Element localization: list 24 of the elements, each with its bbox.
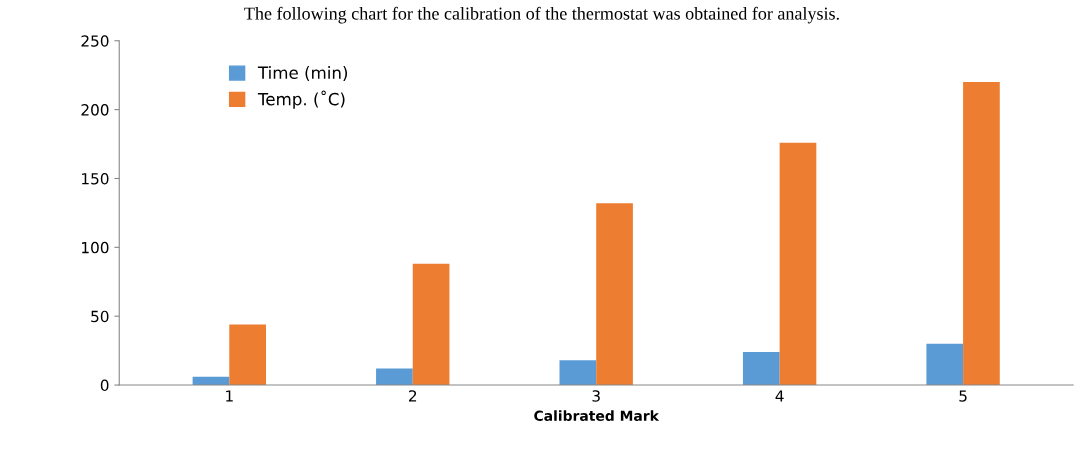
bar [229,324,266,386]
x-tick-label: 3 [592,390,600,402]
y-tick-label: 150 [82,172,109,185]
x-axis-title: Calibrated Mark [534,410,660,421]
y-tick-label: 200 [81,104,109,116]
bar [412,263,450,386]
bar [926,343,964,386]
x-tick-label: 4 [775,390,784,402]
x-tick-label: 2 [409,390,417,402]
chart-title: The following chart for the calibration of the thermostat was obtained for analysis. [244,6,839,24]
y-tick-label: 50 [91,310,109,323]
legend-label: Temp. (˚C) [257,90,345,109]
bar [559,360,597,386]
bar [963,82,1000,386]
y-tick-label: 0 [100,379,109,392]
y-tick-label: 250 [81,35,109,47]
bar [779,142,817,386]
y-tick-label: 100 [82,241,109,254]
x-tick-label: 5 [959,390,967,402]
bar [376,368,413,386]
bar [742,352,780,386]
legend-label: Time (min) [257,66,348,81]
bar [596,203,633,386]
x-tick-label: 1 [226,390,233,402]
